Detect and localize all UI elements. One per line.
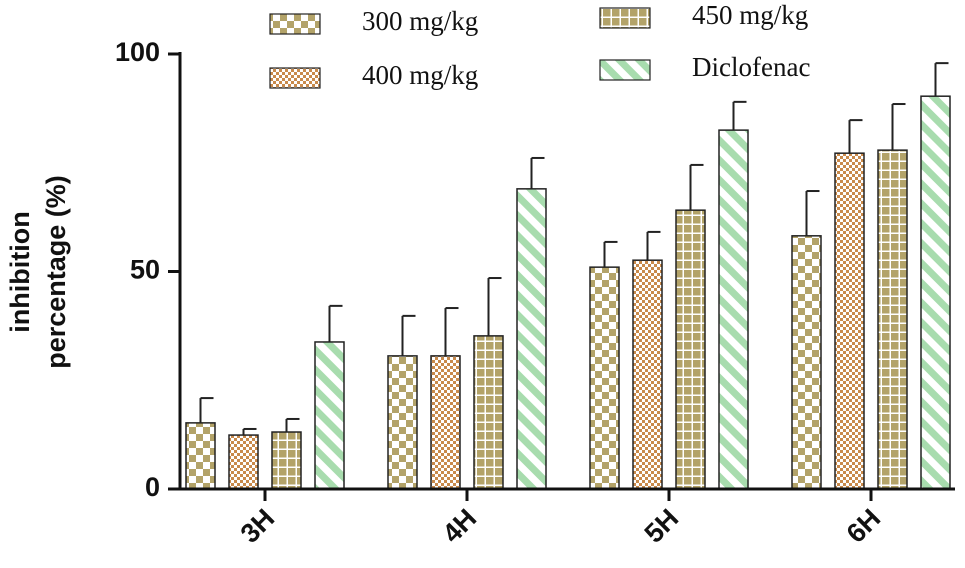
bar	[791, 235, 822, 490]
y-axis-label: inhibition percentage (%)	[5, 175, 71, 369]
legend-swatch	[269, 67, 321, 89]
bar	[271, 431, 302, 490]
bar	[589, 266, 620, 490]
bar	[387, 355, 418, 490]
bar	[920, 95, 951, 490]
legend-label: Diclofenac	[692, 52, 810, 82]
legend-swatch	[599, 59, 651, 81]
y-tick-label: 0	[145, 472, 160, 502]
y-tick-label: 100	[115, 37, 160, 67]
bar	[834, 152, 865, 490]
legend-label: 400 mg/kg	[362, 60, 478, 90]
legend-swatch	[599, 7, 651, 29]
bar	[675, 209, 706, 490]
bar	[314, 341, 345, 490]
x-tick-label: 4H	[437, 503, 483, 549]
bar	[718, 129, 749, 490]
bar	[185, 422, 216, 490]
bar	[430, 355, 461, 490]
y-tick-label: 50	[130, 255, 160, 285]
legend-label: 300 mg/kg	[362, 6, 478, 36]
bar	[632, 259, 663, 490]
x-tick-label: 5H	[639, 503, 685, 549]
bar	[516, 188, 547, 490]
legend-label: 450 mg/kg	[692, 0, 808, 30]
x-tick-label: 6H	[841, 503, 887, 549]
legend-swatch	[269, 13, 321, 35]
bar	[473, 335, 504, 490]
bar	[877, 149, 908, 490]
bar	[228, 434, 259, 490]
x-tick-label: 3H	[235, 503, 281, 549]
